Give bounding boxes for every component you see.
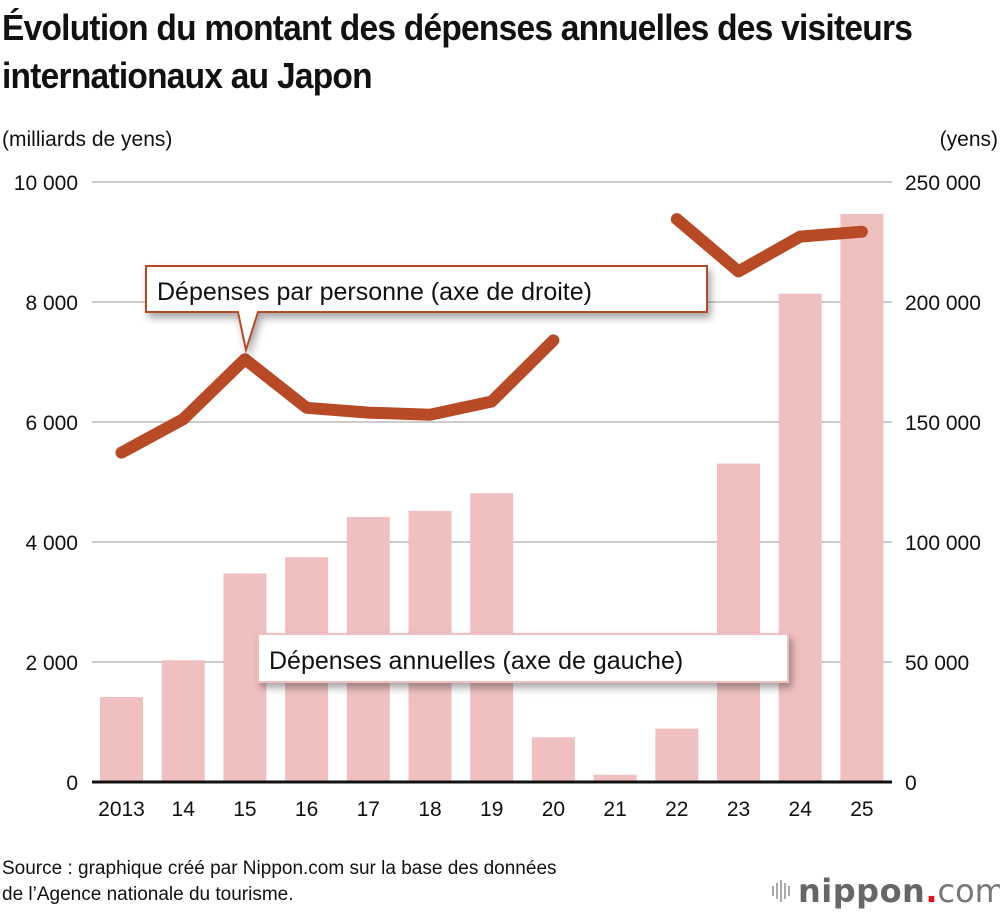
left-tick-label: 2 000: [25, 652, 78, 675]
callout-per-person-box: [145, 265, 708, 354]
line-segment-1: [115, 334, 560, 459]
right-tick-label: 250 000: [905, 172, 981, 195]
x-tick-label: 2013: [98, 798, 145, 821]
right-axis-unit: (yens): [939, 128, 998, 151]
bar-24: [778, 293, 822, 782]
left-tick-label: 6 000: [25, 412, 78, 435]
x-tick-label: 14: [172, 798, 196, 821]
x-tick-label: 15: [233, 798, 256, 821]
x-tick-label: 25: [850, 798, 873, 821]
x-tick-label: 20: [542, 798, 565, 821]
right-tick-label: 0: [905, 772, 917, 795]
source-line-2: de l’Agence nationale du tourisme.: [2, 884, 294, 905]
x-tick-label: 16: [295, 798, 318, 821]
bar-23: [717, 463, 760, 782]
left-tick-label: 0: [66, 772, 78, 795]
logo-brand: nippon: [798, 872, 926, 910]
callout-per-person-text: Dépenses par personne (axe de droite): [157, 278, 592, 306]
x-tick-label: 19: [480, 798, 503, 821]
logo-tld: com: [937, 872, 1000, 910]
left-tick-label: 4 000: [25, 532, 78, 555]
source-note: Source : graphique créé par Nippon.com s…: [2, 856, 557, 908]
bar-25: [840, 213, 884, 783]
callout-annual: Dépenses annuelles (axe de gauche): [257, 633, 789, 683]
x-axis-labels: 2013 14 15 16 17 18 19 20 21 22 23 24 25: [98, 798, 873, 821]
right-tick-label: 100 000: [905, 532, 981, 555]
line-series: [115, 213, 868, 459]
bar-21: [593, 774, 637, 782]
left-axis-ticks: 0 2 000 4 000 6 000 8 000 10 000: [14, 172, 78, 795]
callout-per-person: Dépenses par personne (axe de droite): [145, 265, 708, 354]
nippon-logo: nippon. com: [772, 872, 1000, 910]
left-axis-unit: (milliards de yens): [2, 128, 173, 151]
x-tick-label: 22: [665, 798, 688, 821]
left-tick-label: 10 000: [14, 172, 78, 195]
bar-20: [531, 737, 575, 782]
right-tick-label: 50 000: [905, 652, 969, 675]
bar-2013: [100, 696, 143, 782]
x-tick-label: 23: [727, 798, 750, 821]
right-tick-label: 200 000: [905, 292, 981, 315]
x-tick-label: 21: [603, 798, 626, 821]
logo-dot: .: [925, 872, 938, 910]
right-tick-label: 150 000: [905, 412, 981, 435]
callout-annual-text: Dépenses annuelles (axe de gauche): [269, 647, 683, 675]
logo-bars-icon: [772, 880, 790, 902]
callout-annual-box: [257, 633, 789, 683]
left-tick-label: 8 000: [25, 292, 78, 315]
chart-title: Évolution du montant des dépenses annuel…: [2, 7, 913, 96]
x-tick-label: 18: [418, 798, 441, 821]
bar-14: [161, 660, 205, 782]
right-axis-ticks: 0 50 000 100 000 150 000 200 000 250 000: [905, 172, 981, 795]
x-tick-label: 17: [357, 798, 380, 821]
bar-22: [655, 728, 699, 782]
x-tick-label: 24: [789, 798, 813, 821]
source-line-1: Source : graphique créé par Nippon.com s…: [2, 858, 557, 879]
line-segment-2: [670, 213, 868, 278]
